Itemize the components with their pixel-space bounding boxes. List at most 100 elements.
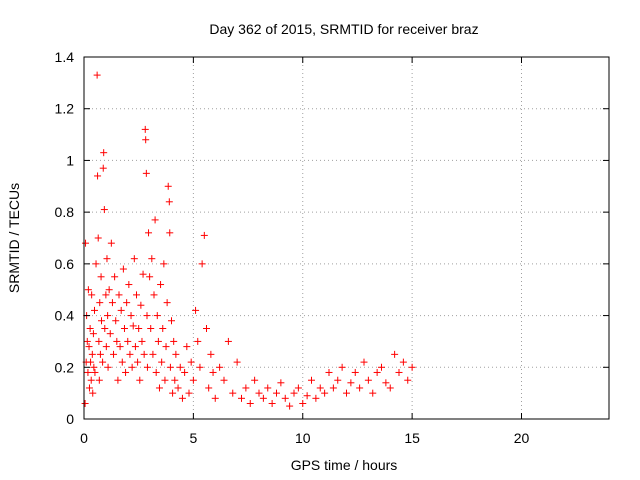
data-point — [209, 368, 217, 376]
data-point — [192, 306, 200, 314]
data-point — [112, 317, 120, 325]
data-point — [88, 350, 96, 358]
data-point — [143, 363, 151, 371]
data-point — [90, 363, 98, 371]
data-point — [88, 291, 96, 299]
data-point — [161, 376, 169, 384]
data-point — [115, 291, 123, 299]
data-point — [183, 343, 191, 351]
data-point — [404, 376, 412, 384]
data-point — [194, 337, 202, 345]
data-point — [164, 182, 172, 190]
data-point — [408, 363, 416, 371]
data-point — [316, 384, 324, 392]
data-point — [176, 363, 184, 371]
data-point — [138, 337, 146, 345]
data-point — [277, 379, 285, 387]
data-point — [189, 376, 197, 384]
data-point — [104, 312, 112, 320]
data-point — [124, 337, 132, 345]
y-tick-label: 1 — [66, 152, 74, 168]
data-point — [123, 299, 131, 307]
data-point — [102, 291, 110, 299]
data-point — [242, 384, 250, 392]
data-point — [174, 384, 182, 392]
data-point — [135, 325, 143, 332]
data-point — [200, 231, 208, 239]
data-point — [281, 394, 289, 402]
data-point — [268, 399, 276, 407]
data-point — [141, 125, 149, 133]
data-point — [148, 255, 156, 263]
grid-lines — [84, 57, 609, 419]
data-point — [113, 337, 121, 345]
data-point — [187, 358, 195, 366]
data-point — [147, 325, 155, 332]
data-point — [110, 350, 118, 358]
data-point — [140, 350, 148, 358]
data-point — [150, 291, 158, 299]
data-point — [133, 291, 140, 299]
data-point — [159, 325, 167, 332]
data-point — [251, 376, 259, 384]
y-tick-label: 0.2 — [55, 359, 75, 375]
data-point — [87, 376, 95, 384]
data-point — [169, 389, 177, 397]
data-point — [95, 337, 103, 345]
data-point — [94, 172, 102, 180]
data-point — [207, 350, 215, 358]
data-point — [92, 260, 100, 268]
data-point — [220, 376, 228, 384]
data-point — [114, 376, 122, 384]
data-point — [165, 198, 173, 206]
data-point — [185, 389, 193, 397]
data-point — [216, 363, 224, 371]
data-point — [94, 234, 102, 242]
x-tick-label: 0 — [80, 430, 88, 446]
y-axis-label: SRMTID / TECUs — [6, 183, 22, 293]
data-point — [127, 312, 135, 320]
data-point — [286, 402, 294, 410]
data-point — [273, 389, 280, 397]
x-tick-label: 5 — [189, 430, 197, 446]
data-point — [130, 255, 138, 263]
data-point — [360, 358, 368, 366]
data-point — [105, 286, 113, 294]
data-point — [117, 306, 125, 314]
data-point — [166, 363, 174, 371]
data-point — [125, 281, 133, 289]
x-tick-label: 10 — [295, 430, 311, 446]
data-point — [172, 350, 180, 358]
data-point — [99, 164, 107, 172]
data-point — [96, 350, 104, 358]
data-point — [163, 299, 171, 307]
data-point — [137, 301, 145, 309]
data-point — [399, 358, 407, 366]
data-point — [325, 368, 333, 376]
y-tick-label: 1.4 — [55, 49, 75, 65]
data-point — [107, 239, 115, 247]
data-point — [122, 368, 130, 376]
data-point — [99, 358, 107, 366]
data-point — [181, 368, 189, 376]
data-point — [152, 368, 160, 376]
data-point — [299, 399, 307, 407]
data-point — [97, 273, 105, 281]
data-point — [246, 399, 254, 407]
data-point — [203, 325, 210, 332]
data-point — [155, 384, 163, 392]
data-point — [111, 273, 119, 281]
data-point — [136, 376, 144, 384]
data-point — [290, 389, 298, 397]
data-point — [166, 229, 174, 237]
data-point — [308, 376, 315, 384]
data-point — [131, 343, 139, 351]
data-point — [338, 363, 346, 371]
data-point — [391, 350, 399, 358]
data-point — [378, 363, 385, 371]
data-point — [343, 389, 350, 397]
data-point — [229, 389, 237, 397]
data-point — [108, 299, 116, 307]
data-point — [364, 376, 372, 384]
